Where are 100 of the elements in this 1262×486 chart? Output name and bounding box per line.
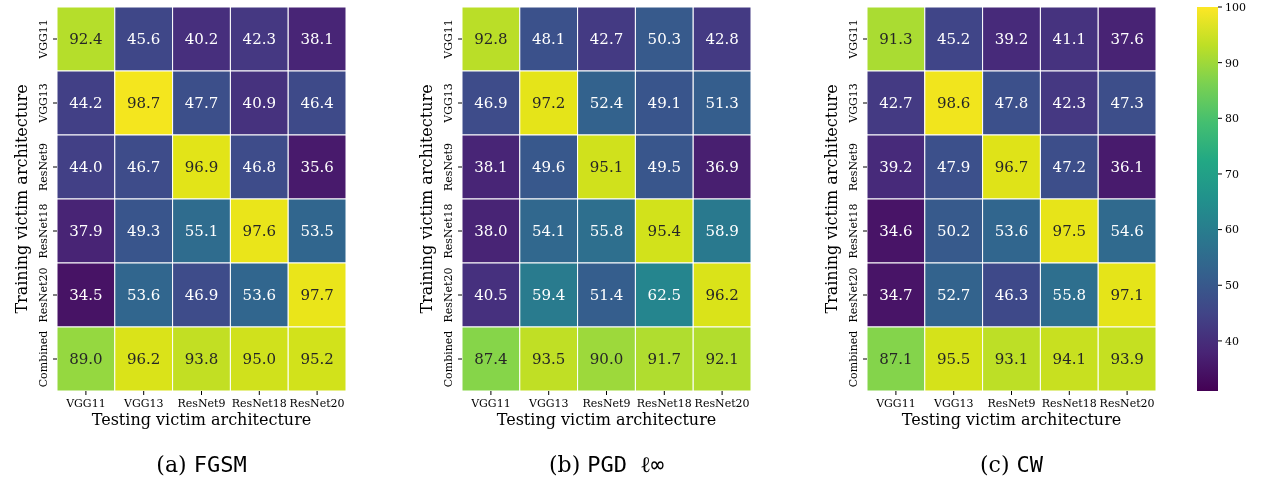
data-label: 55.8 <box>1052 286 1086 305</box>
y-tick-label: ResNet20 <box>37 267 50 323</box>
data-label: 53.5 <box>300 222 334 241</box>
data-label: 38.1 <box>300 30 334 49</box>
data-label: 93.9 <box>1110 350 1144 369</box>
y-tick-label: VGG13 <box>442 83 455 124</box>
x-tick-label: VGG11 <box>470 397 511 410</box>
y-tick-label: ResNet20 <box>442 267 455 323</box>
data-label: 49.3 <box>127 222 161 241</box>
data-label: 42.8 <box>705 30 739 49</box>
data-label: 96.7 <box>994 158 1029 177</box>
text: (c) CW <box>980 452 1044 477</box>
color-bar-label: 100 <box>1225 0 1246 14</box>
data-label: 95.0 <box>242 350 276 369</box>
data-label: 91.3 <box>879 30 913 49</box>
x-tick-label: VGG11 <box>875 397 916 410</box>
data-label: 97.2 <box>532 94 566 113</box>
data-label: 45.6 <box>127 30 161 49</box>
data-label: 40.5 <box>474 286 508 305</box>
x-tick-label: VGG11 <box>65 397 106 410</box>
data-label: 97.7 <box>300 286 334 305</box>
data-label: 87.4 <box>474 350 508 369</box>
y-tick-label: VGG13 <box>847 83 860 124</box>
data-label: 40.9 <box>242 94 276 113</box>
data-label: 46.3 <box>994 286 1029 305</box>
x-tick-label: ResNet20 <box>1099 397 1155 410</box>
data-label: 62.5 <box>647 286 681 305</box>
y-axis-title: Training victim architecture <box>12 84 31 314</box>
text: (a) FGSM <box>156 452 247 477</box>
data-label: 39.2 <box>879 158 913 177</box>
data-label: 36.9 <box>705 158 739 177</box>
x-tick-label: ResNet18 <box>1041 397 1097 410</box>
data-label: 97.6 <box>242 222 276 241</box>
data-label: 52.7 <box>937 286 971 305</box>
data-label: 35.6 <box>300 158 334 177</box>
data-label: 39.2 <box>994 30 1029 49</box>
data-label: 47.8 <box>994 94 1029 113</box>
x-tick-label: ResNet20 <box>694 397 750 410</box>
color-bar-label: 50 <box>1225 279 1239 293</box>
data-label: 34.7 <box>879 286 913 305</box>
data-label: 90.0 <box>589 350 624 369</box>
y-tick-label: ResNet18 <box>37 203 50 259</box>
data-label: 55.8 <box>589 222 624 241</box>
data-label: 50.3 <box>647 30 681 49</box>
data-label: 44.0 <box>69 158 103 177</box>
x-tick-label: VGG13 <box>932 397 974 410</box>
data-label: 50.2 <box>937 222 971 241</box>
data-label: 42.3 <box>242 30 276 49</box>
data-label: 93.1 <box>994 350 1029 369</box>
text: (b) PGD ℓ∞ <box>548 452 665 477</box>
data-label: 34.6 <box>879 222 913 241</box>
data-label: 46.9 <box>474 94 508 113</box>
color-bar-label: 40 <box>1225 334 1239 348</box>
data-label: 42.7 <box>589 30 624 49</box>
data-label: 47.9 <box>937 158 971 177</box>
x-tick-label: ResNet9 <box>582 397 631 410</box>
color-bar-label: 90 <box>1225 56 1239 70</box>
data-label: 95.5 <box>937 350 971 369</box>
data-label: 46.8 <box>242 158 276 177</box>
x-tick-label: ResNet9 <box>177 397 226 410</box>
data-label: 54.1 <box>532 222 566 241</box>
y-tick-label: ResNet9 <box>442 143 455 191</box>
data-label: 49.5 <box>647 158 681 177</box>
data-label: 95.4 <box>647 222 681 241</box>
y-tick-label: VGG11 <box>847 19 860 60</box>
y-tick-label: VGG13 <box>37 83 50 124</box>
x-tick-label: ResNet18 <box>636 397 692 410</box>
data-label: 87.1 <box>879 350 913 369</box>
data-label: 53.6 <box>242 286 276 305</box>
data-label: 42.7 <box>879 94 913 113</box>
data-label: 38.1 <box>474 158 508 177</box>
data-label: 92.8 <box>474 30 508 49</box>
x-axis-title: Testing victim architecture <box>496 410 717 429</box>
data-label: 92.4 <box>69 30 103 49</box>
data-label: 51.3 <box>705 94 739 113</box>
data-label: 98.6 <box>937 94 971 113</box>
data-label: 95.1 <box>589 158 624 177</box>
data-label: 41.1 <box>1052 30 1086 49</box>
data-label: 55.1 <box>184 222 219 241</box>
x-tick-label: VGG13 <box>122 397 164 410</box>
data-label: 91.7 <box>647 350 681 369</box>
data-label: 49.1 <box>647 94 681 113</box>
data-label: 58.9 <box>705 222 739 241</box>
data-label: 95.2 <box>300 350 334 369</box>
data-label: 59.4 <box>532 286 566 305</box>
y-tick-label: VGG11 <box>442 19 455 60</box>
data-label: 36.1 <box>1110 158 1144 177</box>
data-label: 38.0 <box>474 222 508 241</box>
data-label: 93.5 <box>532 350 566 369</box>
y-tick-label: Combined <box>442 330 455 388</box>
x-axis-title: Testing victim architecture <box>901 410 1122 429</box>
data-label: 42.3 <box>1052 94 1086 113</box>
x-tick-label: ResNet9 <box>987 397 1036 410</box>
data-label: 46.7 <box>127 158 161 177</box>
y-axis-title: Training victim architecture <box>822 84 841 314</box>
y-tick-label: ResNet9 <box>37 143 50 191</box>
color-bar-label: 70 <box>1225 167 1239 181</box>
data-label: 53.6 <box>994 222 1029 241</box>
data-label: 93.8 <box>184 350 219 369</box>
data-label: 46.9 <box>184 286 219 305</box>
